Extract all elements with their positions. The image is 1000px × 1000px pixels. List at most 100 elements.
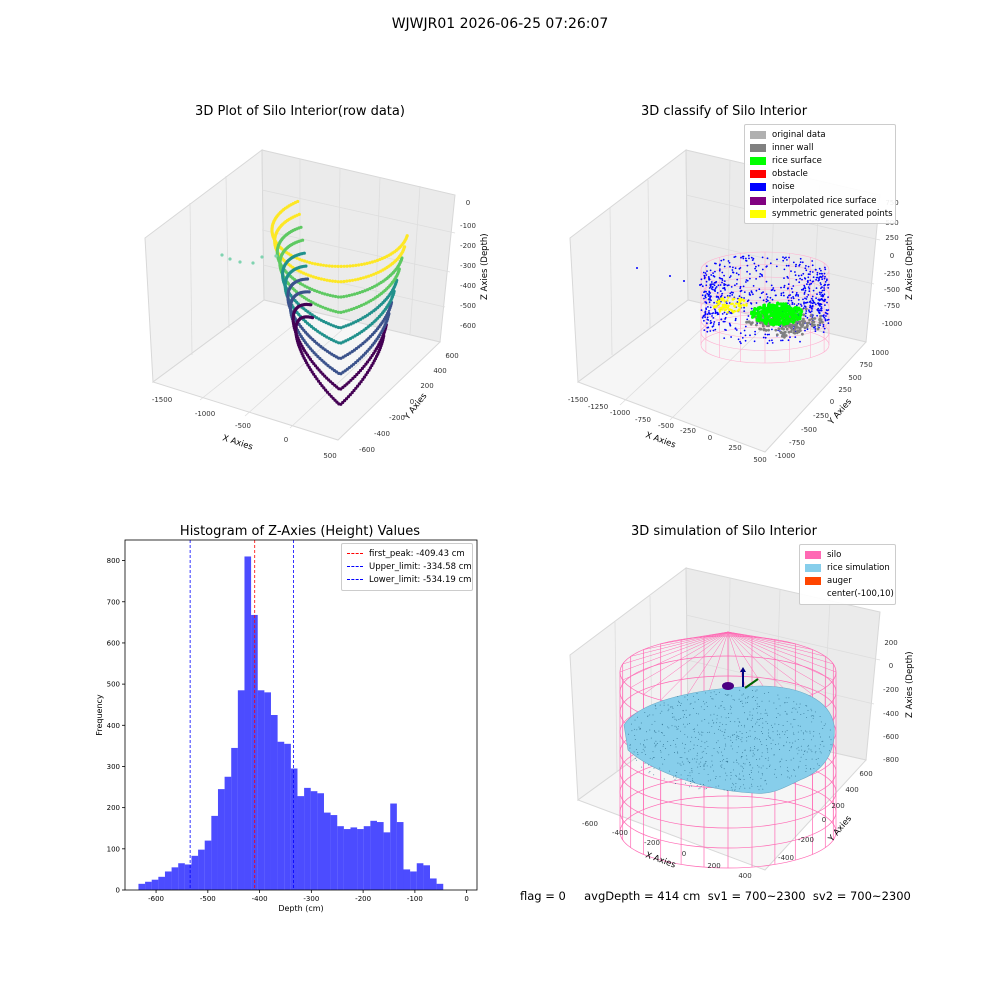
noise-point	[797, 274, 800, 277]
rice-mesh-point	[762, 788, 764, 790]
raw-ztick: -200	[460, 242, 476, 250]
rice-mesh-point	[750, 749, 752, 751]
rice-mesh-point	[647, 715, 649, 717]
noise-point	[787, 302, 789, 305]
noise-point	[807, 276, 810, 279]
rice-mesh-point	[752, 767, 754, 769]
rice-mesh-point	[655, 740, 657, 742]
rice-mesh-point	[676, 726, 677, 728]
rice-mesh-point	[743, 779, 745, 781]
raw-point	[333, 264, 337, 268]
rice-mesh-point	[677, 728, 679, 730]
rice-mesh-point	[758, 789, 760, 791]
noise-point	[735, 283, 738, 285]
rice-mesh-point	[764, 712, 766, 714]
noise-point	[723, 283, 725, 285]
raw-point	[313, 375, 317, 379]
rice-mesh-point	[722, 755, 724, 757]
rice-mesh-point	[696, 758, 698, 760]
raw-point	[367, 368, 371, 372]
rice-mesh-point	[805, 759, 807, 761]
rice-mesh-point	[766, 744, 768, 746]
rice-mesh-point	[761, 744, 763, 745]
rice-mesh-point	[670, 745, 672, 746]
noise-point	[727, 260, 730, 262]
rice-mesh-point	[810, 768, 811, 770]
raw-point	[344, 309, 348, 313]
rice-mesh-point	[768, 691, 770, 693]
raw-point	[274, 254, 278, 258]
noise-point	[712, 272, 714, 274]
noise-point	[822, 331, 825, 333]
rice-mesh-point	[732, 698, 734, 700]
raw-tick-labels: -1500-1000-5000500-600-400-2000200400600…	[152, 199, 476, 460]
noise-point	[817, 298, 820, 301]
noise-point	[811, 271, 814, 273]
rice-mesh-point	[727, 713, 729, 714]
noise-point	[811, 295, 814, 298]
raw-point	[324, 388, 328, 392]
simulation-ytick: 200	[831, 802, 844, 810]
rice-mesh-point	[744, 712, 746, 714]
rice-mesh-point	[740, 757, 742, 759]
rice-mesh-point	[698, 788, 700, 790]
raw-point	[315, 377, 319, 381]
rice-mesh-point	[754, 731, 756, 733]
noise-point	[727, 284, 730, 286]
rice-mesh-point	[738, 763, 740, 765]
rice-mesh-point	[776, 730, 778, 732]
rice-mesh-point	[757, 705, 759, 707]
rice-mesh-point	[754, 748, 756, 749]
noise-point	[794, 274, 797, 277]
rice-mesh-point	[735, 739, 737, 741]
rice-mesh-point	[800, 714, 802, 715]
raw-point	[328, 293, 332, 297]
rice-mesh-point	[630, 723, 632, 725]
rice-mesh-point	[771, 748, 773, 750]
noise-point	[803, 301, 805, 304]
classify-silo-ring	[700, 289, 830, 326]
raw-point	[352, 388, 356, 393]
noise-point	[736, 301, 739, 303]
rice-mesh-point	[757, 785, 759, 787]
rice-mesh-point	[732, 784, 734, 786]
noise-point	[712, 317, 715, 319]
raw-point	[322, 278, 326, 282]
raw-point	[364, 362, 368, 366]
rice-mesh-point	[812, 717, 814, 719]
noise-point	[762, 299, 765, 302]
raw-point	[350, 350, 354, 354]
raw-point	[341, 325, 346, 329]
raw-point	[320, 384, 324, 388]
raw-point	[332, 354, 336, 358]
rice-mesh-point	[784, 711, 786, 712]
rice-mesh-point	[628, 733, 629, 735]
noise-point	[816, 271, 819, 274]
rice-mesh-point	[703, 763, 705, 765]
noise-point	[808, 283, 811, 286]
rice-mesh-point	[738, 698, 740, 700]
noise-point	[719, 284, 722, 286]
rice-mesh-point	[684, 769, 686, 771]
rice-mesh-point	[780, 774, 782, 776]
rice-mesh-point	[730, 706, 732, 708]
rice-mesh-point	[676, 772, 678, 773]
noise-point	[701, 285, 704, 288]
rice-mesh-point	[801, 749, 803, 751]
rice-mesh-point	[810, 708, 812, 710]
rice-mesh-point	[760, 785, 762, 787]
rice-mesh-point	[755, 690, 757, 692]
noise-point	[805, 310, 808, 312]
rice-mesh-point	[752, 696, 754, 697]
raw-point	[334, 294, 338, 299]
noise-point	[818, 276, 821, 279]
rice-mesh-point	[725, 724, 727, 725]
rice-mesh-point	[767, 722, 769, 724]
raw-point	[365, 370, 370, 375]
rice-mesh-point	[803, 712, 805, 714]
noise-point	[724, 318, 726, 320]
rice-mesh-point	[677, 762, 679, 764]
rice-mesh-point	[674, 725, 676, 727]
noise-point	[822, 325, 825, 328]
raw-point	[323, 348, 327, 352]
